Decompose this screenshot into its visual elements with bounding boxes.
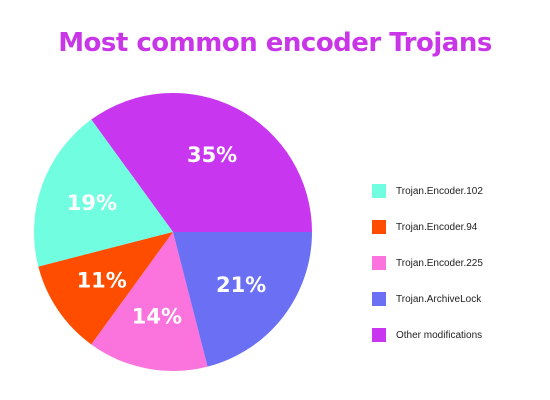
pie-labels: 35% 19% 11%14% 21%: [67, 143, 266, 329]
pie-slice-trojan-encoder-225: [91, 232, 208, 371]
legend-label: Trojan.ArchiveLock: [396, 293, 482, 305]
legend-item: Other modifications: [372, 327, 542, 343]
chart-title: Most common encoder Trojans: [58, 28, 492, 58]
slice-label: 14%: [132, 305, 182, 329]
legend-label: Trojan.Encoder.94: [396, 221, 478, 233]
slice-label: 11%: [77, 268, 127, 292]
legend-item: Trojan.Encoder.94: [372, 219, 542, 235]
legend-item: Trojan.ArchiveLock: [372, 291, 542, 307]
legend-swatch: [372, 220, 386, 234]
pie-slice-trojan-archivelock: [173, 232, 312, 367]
slice-label: 19%: [67, 191, 117, 215]
legend-swatch: [372, 256, 386, 270]
pie-slice-trojan-encoder-94: [38, 232, 174, 345]
pie-slice-other-modifications: [91, 93, 312, 233]
legend-item: Trojan.Encoder.225: [372, 255, 542, 271]
legend-label: Trojan.Encoder.102: [396, 185, 483, 197]
legend-item: Trojan.Encoder.102: [372, 183, 542, 199]
legend-swatch: [372, 292, 386, 306]
pie-slices: [34, 93, 312, 371]
legend-swatch: [372, 184, 386, 198]
slice-label: 21%: [216, 273, 266, 297]
slice-label: 35%: [187, 143, 237, 167]
pie-slice-trojan-encoder-102: [34, 119, 174, 267]
legend-swatch: [372, 328, 386, 342]
legend-label: Trojan.Encoder.225: [396, 257, 483, 269]
legend-label: Other modifications: [396, 329, 483, 341]
legend: Trojan.Encoder.102 Trojan.Encoder.94 Tro…: [372, 183, 542, 363]
